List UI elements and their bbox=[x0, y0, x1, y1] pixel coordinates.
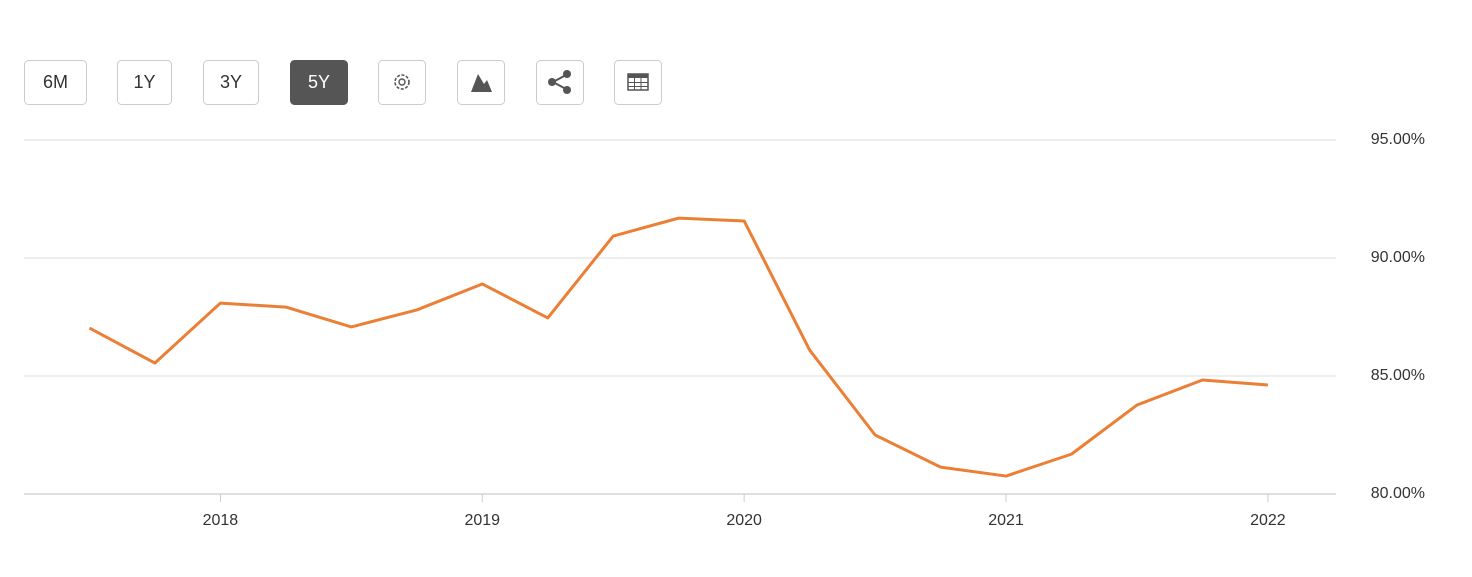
data-line bbox=[88, 216, 1269, 478]
range-button[interactable]: 6M bbox=[24, 60, 87, 105]
button-label: 5Y bbox=[308, 72, 330, 92]
range-button[interactable]: 3Y bbox=[203, 60, 259, 105]
share-button[interactable] bbox=[536, 60, 584, 105]
button-bg bbox=[203, 60, 259, 105]
button-label: 1Y bbox=[133, 72, 155, 92]
y-tick-label: 90.00% bbox=[1371, 249, 1425, 266]
button-bg bbox=[24, 60, 87, 105]
y-tick-label: 85.00% bbox=[1371, 367, 1425, 384]
range-button[interactable]: 1Y bbox=[117, 60, 172, 105]
y-tick-label: 80.00% bbox=[1371, 485, 1425, 502]
x-tick-label: 2018 bbox=[203, 512, 239, 529]
toolbar: 6M 1Y 3Y 5Y bbox=[24, 60, 662, 105]
chart-type-button[interactable] bbox=[457, 60, 505, 105]
x-tick-label: 2022 bbox=[1250, 512, 1286, 529]
x-tick-label: 2021 bbox=[988, 512, 1024, 529]
button-label: 6M bbox=[43, 72, 68, 92]
x-tick-label: 2019 bbox=[464, 512, 500, 529]
table-button[interactable] bbox=[614, 60, 662, 105]
button-bg bbox=[117, 60, 172, 105]
button-label: 3Y bbox=[220, 72, 242, 92]
settings-button[interactable] bbox=[378, 60, 426, 105]
x-tick-label: 2020 bbox=[726, 512, 762, 529]
button-bg bbox=[290, 60, 348, 105]
y-tick-label: 95.00% bbox=[1371, 131, 1425, 148]
range-button[interactable]: 5Y bbox=[290, 60, 348, 105]
